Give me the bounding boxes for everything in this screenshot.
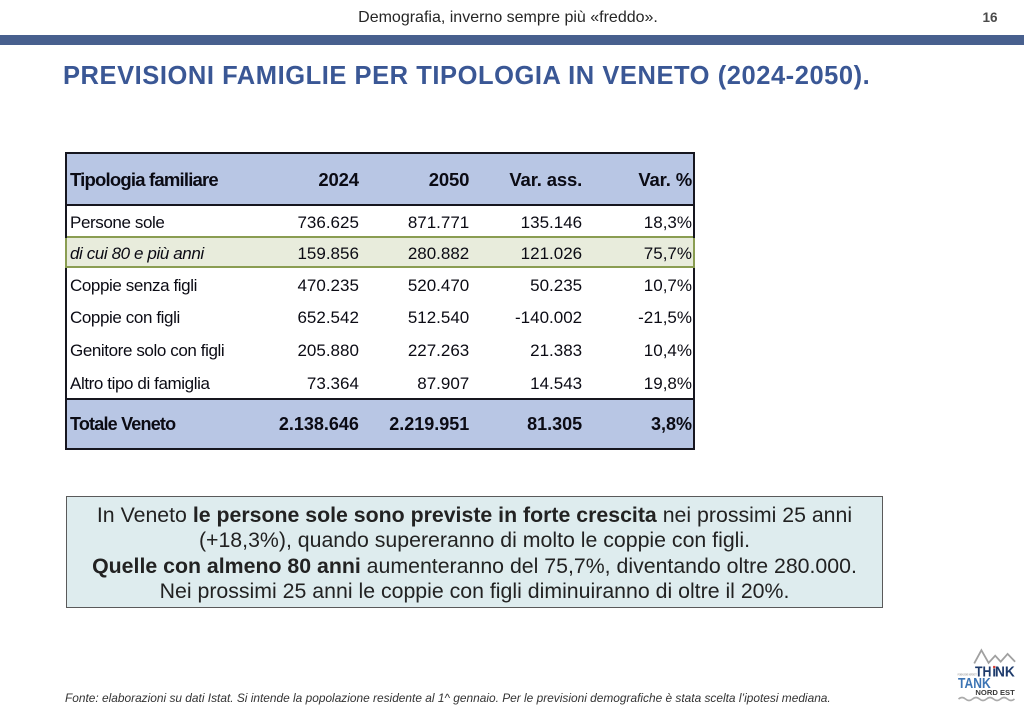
svg-text:TANK: TANK <box>958 676 991 692</box>
svg-text:FONDAZIONE NORDEST: FONDAZIONE NORDEST <box>958 673 977 677</box>
svg-text:ı: ı <box>992 664 996 680</box>
svg-text:NK: NK <box>995 664 1015 680</box>
svg-text:NORD EST: NORD EST <box>975 688 1015 697</box>
svg-text:TH: TH <box>975 664 992 680</box>
